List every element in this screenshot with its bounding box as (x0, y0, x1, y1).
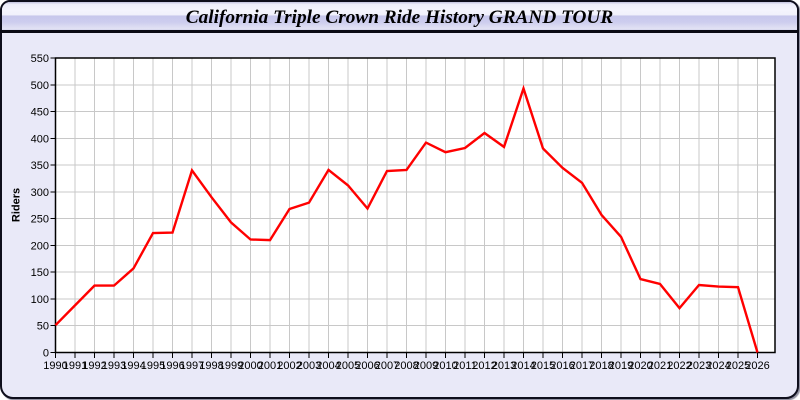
svg-text:2025: 2025 (726, 360, 750, 372)
svg-text:2020: 2020 (628, 360, 652, 372)
svg-text:2000: 2000 (238, 360, 262, 372)
svg-text:2006: 2006 (355, 360, 379, 372)
svg-text:1991: 1991 (63, 360, 87, 372)
svg-text:2021: 2021 (648, 360, 672, 372)
svg-text:1993: 1993 (102, 360, 126, 372)
svg-text:550: 550 (31, 53, 49, 65)
svg-text:1998: 1998 (199, 360, 223, 372)
svg-text:2005: 2005 (336, 360, 360, 372)
svg-text:2024: 2024 (706, 360, 730, 372)
svg-text:2001: 2001 (258, 360, 282, 372)
svg-text:0: 0 (43, 348, 49, 360)
svg-text:350: 350 (31, 160, 49, 172)
svg-text:450: 450 (31, 107, 49, 119)
svg-text:250: 250 (31, 214, 49, 226)
svg-text:2010: 2010 (433, 360, 457, 372)
svg-text:1996: 1996 (160, 360, 184, 372)
svg-text:2011: 2011 (453, 360, 477, 372)
svg-text:2009: 2009 (414, 360, 438, 372)
svg-text:1990: 1990 (43, 360, 67, 372)
svg-text:2023: 2023 (687, 360, 711, 372)
svg-text:2008: 2008 (394, 360, 418, 372)
svg-text:100: 100 (31, 294, 49, 306)
svg-text:1992: 1992 (82, 360, 106, 372)
svg-text:2004: 2004 (316, 360, 340, 372)
svg-text:1997: 1997 (180, 360, 204, 372)
svg-text:300: 300 (31, 187, 49, 199)
svg-text:Riders: Riders (11, 188, 23, 222)
svg-text:2014: 2014 (511, 360, 535, 372)
svg-text:2012: 2012 (472, 360, 496, 372)
svg-text:2022: 2022 (667, 360, 691, 372)
svg-text:1994: 1994 (121, 360, 145, 372)
svg-text:2002: 2002 (277, 360, 301, 372)
svg-text:400: 400 (31, 133, 49, 145)
svg-text:1995: 1995 (141, 360, 165, 372)
svg-text:150: 150 (31, 267, 49, 279)
svg-text:2003: 2003 (297, 360, 321, 372)
svg-text:2016: 2016 (550, 360, 574, 372)
svg-text:2017: 2017 (570, 360, 594, 372)
svg-text:1999: 1999 (219, 360, 243, 372)
svg-text:2018: 2018 (589, 360, 613, 372)
svg-text:50: 50 (37, 321, 49, 333)
svg-text:2019: 2019 (609, 360, 633, 372)
svg-text:2013: 2013 (492, 360, 516, 372)
svg-text:500: 500 (31, 80, 49, 92)
svg-text:2007: 2007 (375, 360, 399, 372)
svg-text:200: 200 (31, 240, 49, 252)
svg-text:2026: 2026 (745, 360, 769, 372)
svg-text:2015: 2015 (531, 360, 555, 372)
